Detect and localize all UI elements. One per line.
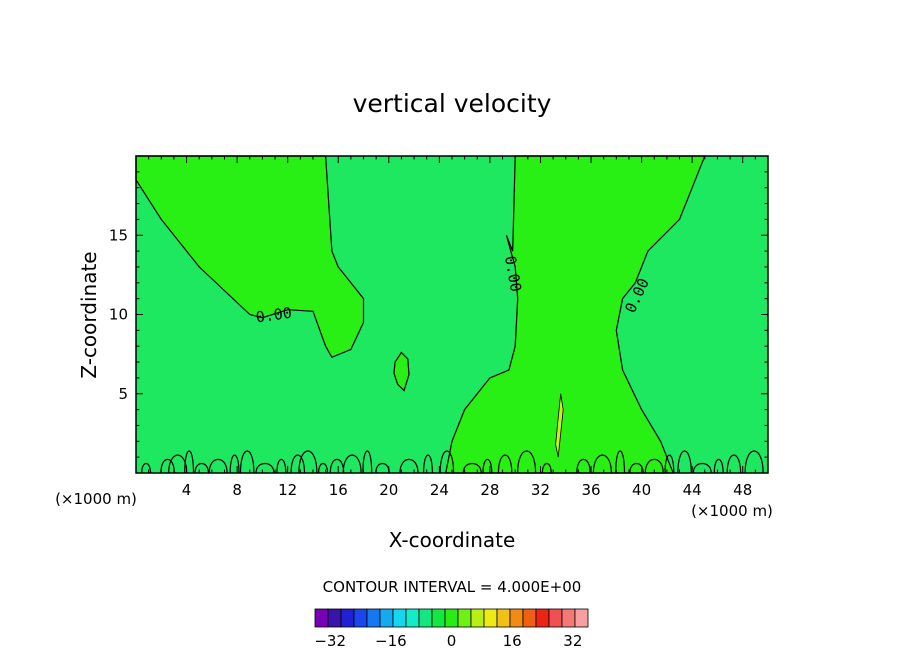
colorbar-swatch bbox=[444, 608, 459, 628]
x-tick-label: 48 bbox=[733, 481, 752, 499]
x-tick-label: 16 bbox=[329, 481, 348, 499]
colorbar-swatch bbox=[561, 608, 576, 628]
colorbar-swatch bbox=[379, 608, 394, 628]
colorbar bbox=[314, 608, 589, 628]
x-axis-ticks: 4 8 12 16 20 24 28 32 36 40 44 48 bbox=[135, 156, 769, 499]
colorbar-swatch bbox=[470, 608, 485, 628]
colorbar-swatch bbox=[496, 608, 511, 628]
y-tick-label: 15 bbox=[109, 226, 128, 244]
colorbar-swatch bbox=[392, 608, 407, 628]
x-tick-label: 32 bbox=[531, 481, 550, 499]
colorbar-swatch bbox=[353, 608, 368, 628]
contour-label-2: 0.00 bbox=[501, 254, 525, 293]
colorbar-tick-labels: −32 −16 0 16 32 bbox=[314, 632, 582, 650]
y-axis-label: Z-coordinate bbox=[77, 251, 101, 378]
x-tick-label: 36 bbox=[581, 481, 600, 499]
x-axis-label: X-coordinate bbox=[389, 528, 516, 552]
contour-label-1: 0.00 bbox=[255, 304, 293, 327]
x-tick-label: 24 bbox=[430, 481, 449, 499]
colorbar-swatch bbox=[522, 608, 537, 628]
colorbar-swatch bbox=[340, 608, 355, 628]
x-tick-label: 4 bbox=[182, 481, 192, 499]
colorbar-swatch bbox=[457, 608, 472, 628]
colorbar-swatch bbox=[405, 608, 420, 628]
colorbar-swatch bbox=[431, 608, 446, 628]
contour-interval-text: CONTOUR INTERVAL = 4.000E+00 bbox=[323, 578, 582, 596]
near-surface-contours bbox=[141, 450, 764, 474]
x-tick-label: 8 bbox=[232, 481, 242, 499]
colorbar-swatch bbox=[535, 608, 550, 628]
colorbar-tick-label: 16 bbox=[503, 632, 522, 650]
x-unit-right: (×1000 m) bbox=[691, 502, 773, 520]
y-tick-label: 5 bbox=[118, 385, 128, 403]
x-unit-left: (×1000 m) bbox=[55, 490, 137, 508]
x-tick-label: 44 bbox=[683, 481, 702, 499]
colorbar-swatch bbox=[314, 608, 329, 628]
colorbar-swatch bbox=[548, 608, 563, 628]
inner-contour bbox=[555, 393, 564, 458]
chart-title: vertical velocity bbox=[353, 89, 552, 118]
colorbar-tick-label: −32 bbox=[314, 632, 346, 650]
positive-region-blob bbox=[393, 351, 410, 392]
colorbar-swatch bbox=[327, 608, 342, 628]
colorbar-swatch bbox=[483, 608, 498, 628]
colorbar-tick-label: 0 bbox=[447, 632, 457, 650]
plot-area: 0.00 0.00 0.00 bbox=[135, 155, 769, 474]
colorbar-swatch bbox=[418, 608, 433, 628]
colorbar-tick-label: 32 bbox=[563, 632, 582, 650]
y-tick-label: 10 bbox=[109, 306, 128, 324]
y-axis-ticks: 5 10 15 bbox=[109, 155, 768, 474]
colorbar-tick-label: −16 bbox=[375, 632, 407, 650]
colorbar-swatch bbox=[366, 608, 381, 628]
x-tick-label: 20 bbox=[379, 481, 398, 499]
x-tick-label: 40 bbox=[632, 481, 651, 499]
x-tick-label: 12 bbox=[278, 481, 297, 499]
colorbar-swatch bbox=[509, 608, 524, 628]
colorbar-swatch bbox=[574, 608, 589, 628]
x-tick-label: 28 bbox=[480, 481, 499, 499]
positive-region-left bbox=[135, 155, 365, 359]
